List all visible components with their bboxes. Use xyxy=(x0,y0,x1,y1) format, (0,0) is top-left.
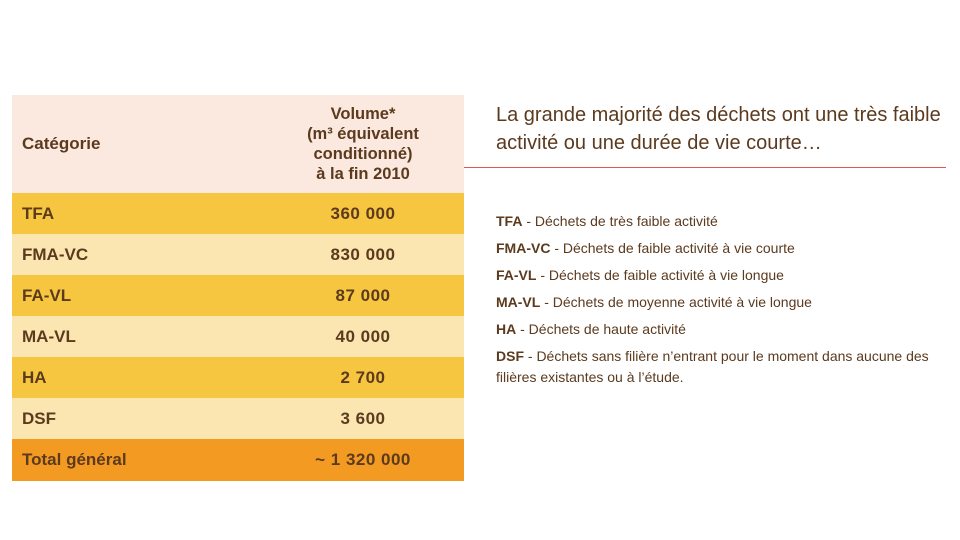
legend-abbr: HA xyxy=(496,321,517,337)
total-volume: ~ 1 320 000 xyxy=(315,450,411,469)
legend-text: - Déchets sans filière n’entrant pour le… xyxy=(496,348,929,385)
row-category: MA-VL xyxy=(22,326,76,346)
headline: La grande majorité des déchets ont une t… xyxy=(496,104,941,154)
legend-item: HA - Déchets de haute activité xyxy=(496,319,944,340)
header-volume-line: conditionné) xyxy=(313,145,413,163)
legend-abbr: FA-VL xyxy=(496,267,537,283)
legend-text: - Déchets de faible activité à vie court… xyxy=(550,240,795,256)
header-volume-line: à la fin 2010 xyxy=(316,165,410,183)
table-row: MA-VL 40 000 xyxy=(12,316,464,357)
legend-text: - Déchets de faible activité à vie longu… xyxy=(536,267,784,283)
row-category: FA-VL xyxy=(22,285,72,305)
legend-abbr: MA-VL xyxy=(496,294,541,310)
table-row: FMA-VC 830 000 xyxy=(12,234,464,275)
legend-abbr: FMA-VC xyxy=(496,240,551,256)
divider xyxy=(464,167,946,168)
total-label: Total général xyxy=(22,450,127,469)
row-volume: 360 000 xyxy=(330,203,396,223)
row-volume: 2 700 xyxy=(340,367,386,387)
header-volume-line: (m³ équivalent xyxy=(307,125,419,143)
legend-item: MA-VL - Déchets de moyenne activité à vi… xyxy=(496,292,944,313)
row-volume: 830 000 xyxy=(330,244,396,264)
total-row: Total général ~ 1 320 000 xyxy=(12,439,464,481)
row-volume: 3 600 xyxy=(340,408,386,428)
header-volume-line: Volume* xyxy=(330,105,396,123)
table-header-row: Catégorie Volume* (m³ équivalent conditi… xyxy=(12,95,464,193)
legend-item: FA-VL - Déchets de faible activité à vie… xyxy=(496,265,944,286)
row-category: DSF xyxy=(22,408,56,428)
legend-item: TFA - Déchets de très faible activité xyxy=(496,211,944,232)
header-volume: Volume* (m³ équivalent conditionné) à la… xyxy=(262,95,464,193)
row-category: FMA-VC xyxy=(22,244,89,264)
legend-item: DSF - Déchets sans filière n’entrant pou… xyxy=(496,346,944,388)
legend-item: FMA-VC - Déchets de faible activité à vi… xyxy=(496,238,944,259)
row-volume: 40 000 xyxy=(335,326,391,346)
table-row: HA 2 700 xyxy=(12,357,464,398)
table-row: DSF 3 600 xyxy=(12,398,464,439)
legend-text: - Déchets de très faible activité xyxy=(522,213,718,229)
row-category: HA xyxy=(22,367,47,387)
row-volume: 87 000 xyxy=(335,285,391,305)
legend-text: - Déchets de moyenne activité à vie long… xyxy=(540,294,812,310)
row-category: TFA xyxy=(22,203,55,223)
abbreviation-legend: TFA - Déchets de très faible activité FM… xyxy=(496,211,944,394)
table-row: FA-VL 87 000 xyxy=(12,275,464,316)
table-row: TFA 360 000 xyxy=(12,193,464,234)
waste-volume-table: Catégorie Volume* (m³ équivalent conditi… xyxy=(12,95,464,481)
legend-text: - Déchets de haute activité xyxy=(516,321,686,337)
legend-abbr: DSF xyxy=(496,348,524,364)
legend-panel: La grande majorité des déchets ont une t… xyxy=(464,101,946,385)
legend-abbr: TFA xyxy=(496,213,523,229)
header-category: Catégorie xyxy=(22,134,101,153)
